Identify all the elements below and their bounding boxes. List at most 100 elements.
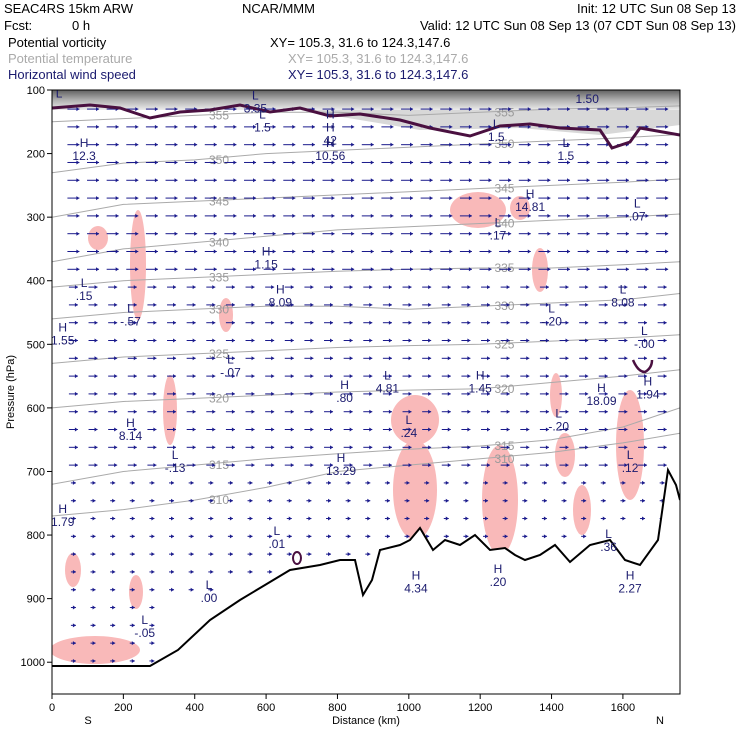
extremum-marker: H <box>276 282 285 296</box>
wind-arrow-head <box>272 124 276 129</box>
wind-arrow-head <box>602 516 606 521</box>
wind-arrow-head <box>173 463 177 468</box>
wind-arrow-head <box>665 178 669 183</box>
wind-arrow-head <box>308 534 312 539</box>
wind-arrow-head <box>213 160 217 165</box>
wind-arrow-head <box>388 463 392 468</box>
extremum-marker: H <box>597 381 606 395</box>
wind-arrow-head <box>567 107 571 112</box>
wind-arrow-head <box>76 231 80 236</box>
wind-arrow-head <box>526 302 530 307</box>
wind-arrow-head <box>171 480 175 485</box>
wind-arrow-head <box>290 445 294 450</box>
wind-arrow-head <box>661 480 665 485</box>
extremum-value: 42 <box>324 133 338 147</box>
wind-arrow-head <box>428 320 432 325</box>
wind-arrow-head <box>213 142 217 147</box>
wind-arrow-head <box>194 249 198 254</box>
wind-arrow-head <box>133 302 137 307</box>
wind-arrow-head <box>506 445 510 450</box>
wind-arrow-head <box>585 338 589 343</box>
wind-arrow-head <box>171 516 175 521</box>
extremum-marker: H <box>326 136 335 150</box>
wind-arrow-head <box>347 480 351 485</box>
wind-arrow-head <box>347 552 351 557</box>
wind-arrow-head <box>468 231 472 236</box>
wind-arrow-head <box>665 142 669 147</box>
pv-region <box>482 445 518 555</box>
wind-arrow-head <box>76 249 80 254</box>
wind-arrow-head <box>310 445 314 450</box>
wind-arrow-head <box>272 160 276 165</box>
wind-arrow-head <box>487 374 491 379</box>
wind-arrow-head <box>96 231 100 236</box>
wind-arrow-head <box>445 480 449 485</box>
wind-arrow-head <box>190 516 194 521</box>
wind-arrow-head <box>467 302 471 307</box>
wind-arrow-head <box>229 480 233 485</box>
wind-arrow-head <box>663 463 667 468</box>
wind-arrow-head <box>151 605 155 610</box>
wind-arrow-head <box>644 285 648 290</box>
wind-arrow-head <box>94 445 98 450</box>
wind-arrow-head <box>331 142 335 147</box>
wind-arrow-head <box>465 534 469 539</box>
wind-arrow-head <box>388 391 392 396</box>
theta-contour-line <box>52 213 680 263</box>
wind-arrow-head <box>308 498 312 503</box>
wind-arrow-head <box>233 231 237 236</box>
wind-arrow-head <box>192 338 196 343</box>
wind-arrow-head <box>467 409 471 414</box>
wind-arrow-head <box>153 427 157 432</box>
extremum-marker: H <box>340 378 349 392</box>
wind-arrow-head <box>290 356 294 361</box>
wind-arrow-head <box>663 338 667 343</box>
wind-arrow-head <box>212 338 216 343</box>
wind-arrow-head <box>406 498 410 503</box>
wind-arrow-head <box>369 391 373 396</box>
wind-arrow-head <box>194 178 198 183</box>
x-axis: 0 200 400 600 800 1000 1200 1400 1600 <box>49 694 635 714</box>
wind-arrow-head <box>604 320 608 325</box>
wind-arrow-head <box>625 213 629 218</box>
wind-arrow-head <box>526 427 530 432</box>
wind-arrow-head <box>408 285 412 290</box>
wind-arrow-head <box>96 213 100 218</box>
wind-arrow-head <box>445 498 449 503</box>
wind-arrow-head <box>112 641 116 646</box>
wind-arrow-head <box>485 498 489 503</box>
wind-arrow-head <box>429 213 433 218</box>
wind-arrow-head <box>644 356 648 361</box>
wind-arrow-head <box>408 338 412 343</box>
wind-arrow-head <box>194 231 198 236</box>
wind-arrow-head <box>271 374 275 379</box>
wind-arrow-head <box>625 178 629 183</box>
wind-arrow-head <box>468 160 472 165</box>
wind-arrow-head <box>253 142 257 147</box>
wind-arrow-head <box>72 587 76 592</box>
wind-arrow-head <box>468 267 472 272</box>
wind-arrow-head <box>388 409 392 414</box>
extremum-value: 4.34 <box>404 582 428 596</box>
extremum-value: 4.81 <box>376 381 400 395</box>
x-tick-label: 800 <box>328 702 346 714</box>
wind-arrow-head <box>190 569 194 574</box>
wind-arrow-head <box>447 445 451 450</box>
wind-arrow-head <box>114 374 118 379</box>
wind-arrow-head <box>115 160 119 165</box>
wind-arrow-head <box>271 356 275 361</box>
wind-arrow-head <box>233 178 237 183</box>
wind-arrow-head <box>527 267 531 272</box>
wind-arrow-head <box>410 213 414 218</box>
wind-arrow-head <box>92 569 96 574</box>
wind-arrow-head <box>504 480 508 485</box>
wind-arrow-head <box>74 409 78 414</box>
wind-arrow-head <box>408 302 412 307</box>
y-tick-label: 200 <box>27 149 45 161</box>
theta-contour-line <box>52 369 680 409</box>
wind-arrow-head <box>233 160 237 165</box>
wind-arrow-head <box>271 285 275 290</box>
wind-arrow-head <box>115 142 119 147</box>
wind-arrow-head <box>467 463 471 468</box>
